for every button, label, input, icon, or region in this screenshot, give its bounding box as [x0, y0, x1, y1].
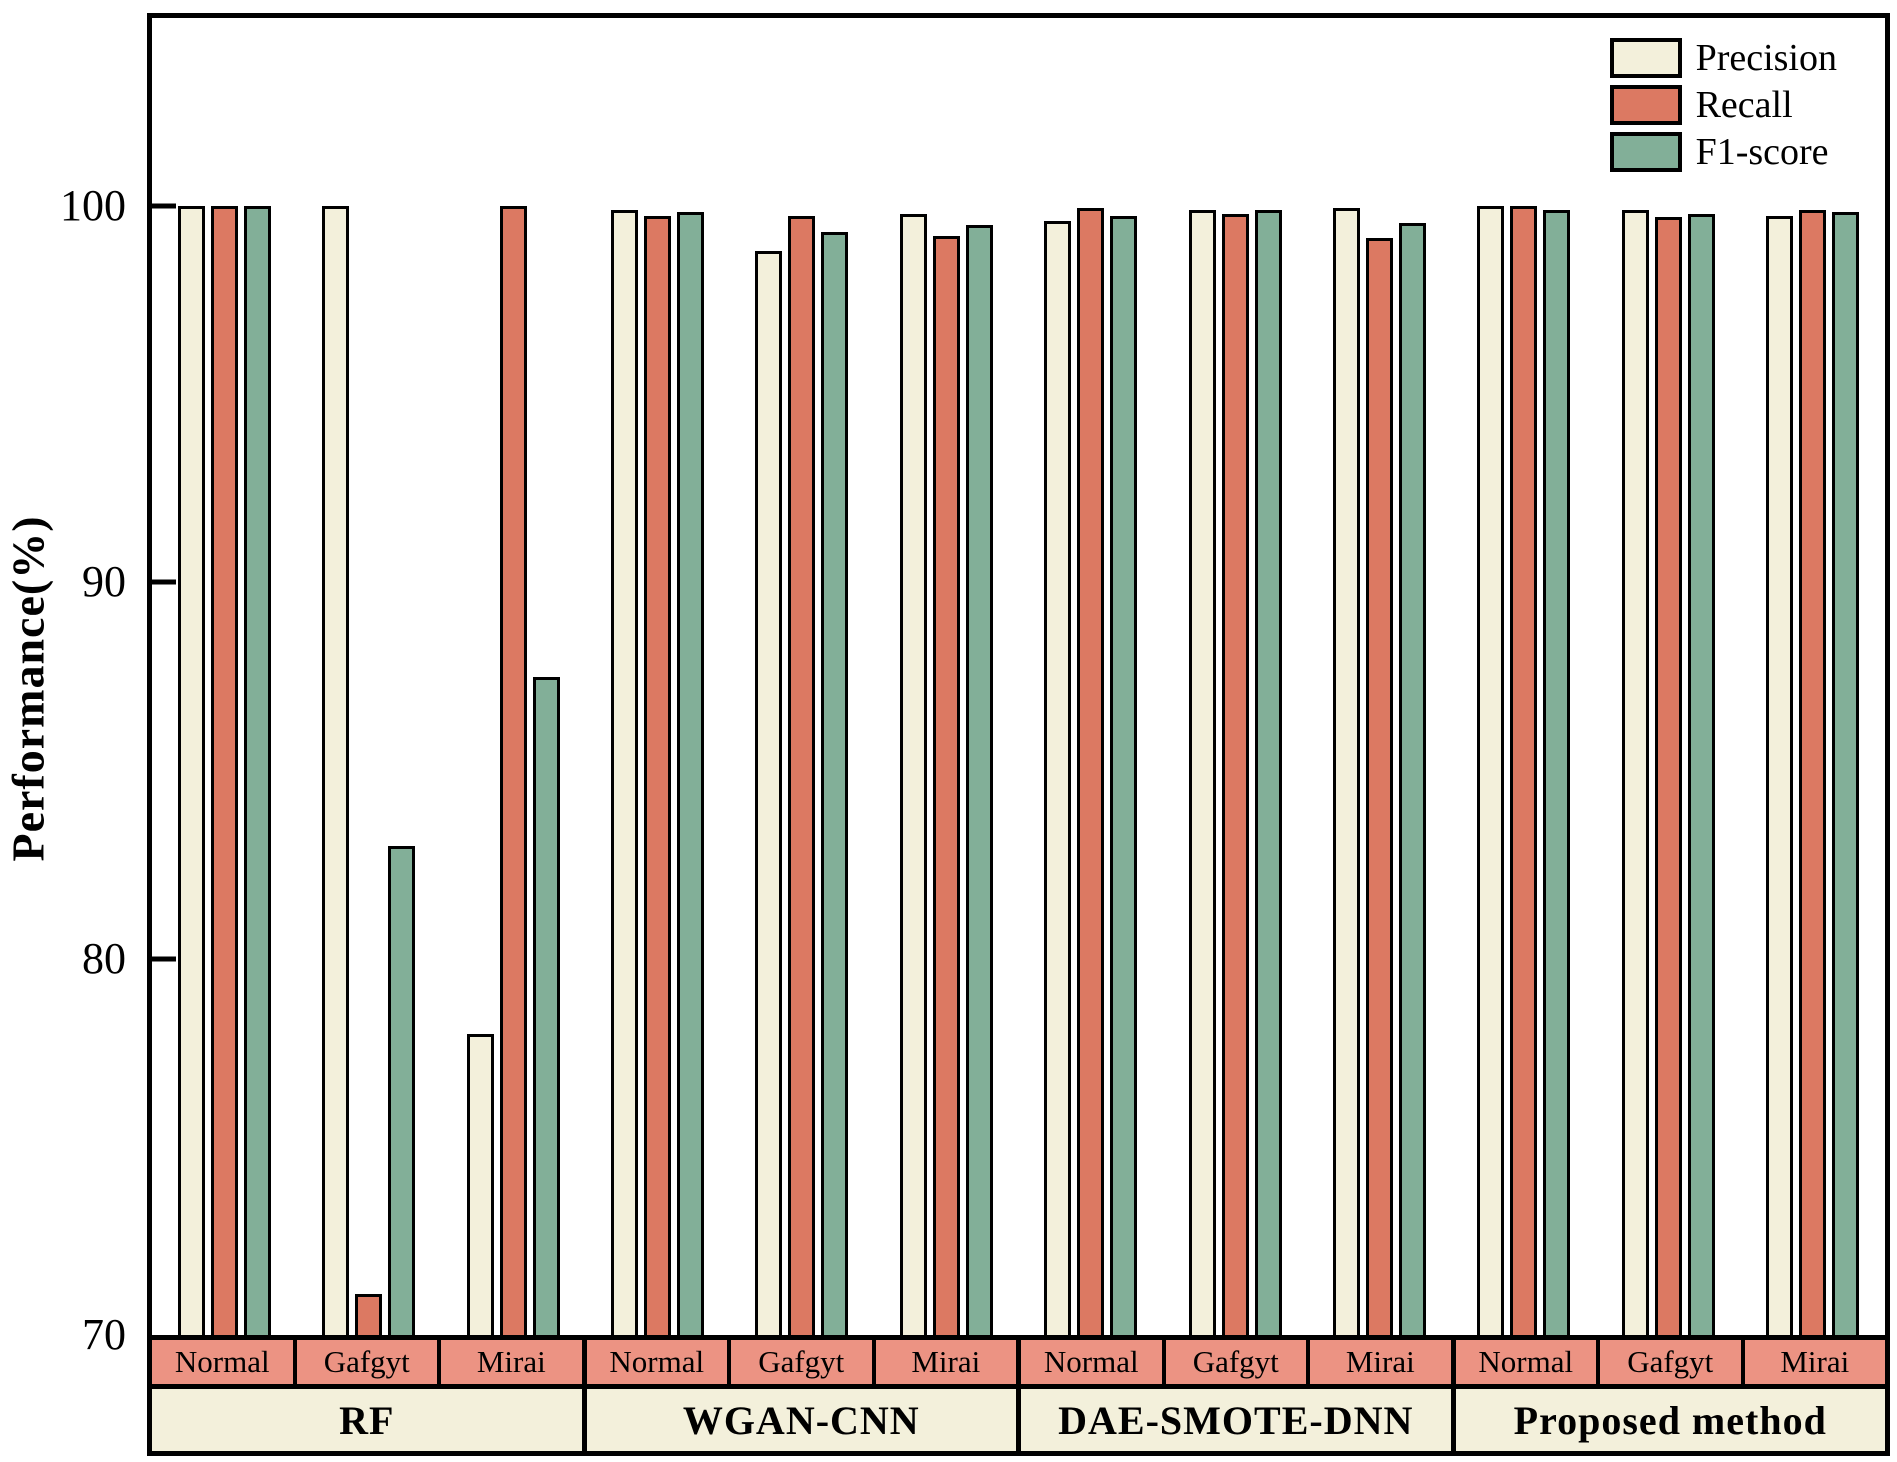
- bar-Proposed method-Gafgyt-Precision: [1621, 209, 1649, 1335]
- legend-label-Precision: Precision: [1695, 37, 1837, 79]
- group-label-RF: RF: [152, 1389, 587, 1451]
- bar-DAE-SMOTE-DNN-Mirai-Precision: [1333, 208, 1361, 1335]
- legend-swatch-F1-score: [1609, 132, 1682, 172]
- category-label-Proposed method-Normal: Normal: [1455, 1340, 1600, 1384]
- bar-group-Proposed method: [1452, 18, 1885, 1335]
- cluster-Proposed method-Normal: [1452, 18, 1596, 1335]
- bar-WGAN-CNN-Gafgyt-F1-score: [821, 232, 849, 1335]
- cluster-DAE-SMOTE-DNN-Mirai: [1307, 18, 1451, 1335]
- category-label-DAE-SMOTE-DNN-Normal: Normal: [1021, 1340, 1166, 1384]
- cluster-WGAN-CNN-Mirai: [874, 18, 1018, 1335]
- category-label-Proposed method-Mirai: Mirai: [1744, 1340, 1885, 1384]
- bar-Proposed method-Normal-F1-score: [1543, 209, 1571, 1335]
- bar-WGAN-CNN-Normal-F1-score: [676, 211, 704, 1335]
- group-label-strip: RF WGAN-CNN DAE-SMOTE-DNN Proposed method: [152, 1389, 1885, 1451]
- category-label-RF-Normal: Normal: [152, 1340, 297, 1384]
- bar-DAE-SMOTE-DNN-Mirai-Recall: [1366, 238, 1394, 1335]
- bar-Proposed method-Mirai-F1-score: [1832, 211, 1860, 1335]
- bar-RF-Mirai-F1-score: [532, 676, 560, 1335]
- bar-RF-Normal-F1-score: [243, 206, 271, 1335]
- bar-WGAN-CNN-Gafgyt-Precision: [755, 251, 783, 1335]
- y-tick-label-80: 80: [82, 933, 126, 983]
- cluster-DAE-SMOTE-DNN-Normal: [1019, 18, 1163, 1335]
- bar-Proposed method-Normal-Recall: [1510, 206, 1538, 1335]
- category-label-WGAN-CNN-Gafgyt: Gafgyt: [731, 1340, 876, 1384]
- bar-group-DAE-SMOTE-DNN: [1019, 18, 1452, 1335]
- plot-frame: Precision Recall F1-score Normal Gafgyt Mira…: [147, 13, 1890, 1456]
- category-label-RF-Mirai: Mirai: [441, 1340, 582, 1384]
- category-label-Proposed method-Gafgyt: Gafgyt: [1600, 1340, 1745, 1384]
- bar-groups-container: [152, 18, 1885, 1335]
- legend-item-Recall: Recall: [1609, 84, 1837, 126]
- group-label-Proposed method: Proposed method: [1455, 1389, 1885, 1451]
- bar-Proposed method-Mirai-Precision: [1766, 215, 1794, 1335]
- category-label-DAE-SMOTE-DNN-Gafgyt: Gafgyt: [1165, 1340, 1310, 1384]
- bar-DAE-SMOTE-DNN-Normal-F1-score: [1110, 215, 1138, 1335]
- bar-RF-Gafgyt-Precision: [322, 206, 350, 1335]
- legend-item-F1-score: F1-score: [1609, 131, 1837, 173]
- category-cells-Proposed method: Normal Gafgyt Mirai: [1455, 1340, 1885, 1384]
- plot-area: Precision Recall F1-score: [152, 18, 1885, 1335]
- cluster-Proposed method-Mirai: [1741, 18, 1885, 1335]
- bar-RF-Gafgyt-F1-score: [388, 845, 416, 1335]
- bar-Proposed method-Normal-Precision: [1477, 206, 1505, 1335]
- bar-WGAN-CNN-Normal-Recall: [643, 215, 671, 1335]
- category-label-WGAN-CNN-Mirai: Mirai: [875, 1340, 1016, 1384]
- bar-RF-Normal-Recall: [210, 206, 238, 1335]
- bar-DAE-SMOTE-DNN-Normal-Recall: [1077, 208, 1105, 1335]
- y-tick-mark-100: [152, 203, 176, 209]
- category-strip: Normal Gafgyt Mirai Normal Gafgyt Mirai Normal…: [152, 1335, 1885, 1389]
- bar-DAE-SMOTE-DNN-Mirai-F1-score: [1399, 223, 1427, 1335]
- cluster-RF-Mirai: [441, 18, 585, 1335]
- bar-RF-Gafgyt-Recall: [355, 1293, 383, 1335]
- bar-WGAN-CNN-Mirai-Precision: [899, 213, 927, 1335]
- cluster-Proposed method-Gafgyt: [1596, 18, 1740, 1335]
- legend-swatch-Precision: [1609, 38, 1682, 78]
- y-tick-mark-90: [152, 579, 176, 585]
- cluster-DAE-SMOTE-DNN-Gafgyt: [1163, 18, 1307, 1335]
- bar-DAE-SMOTE-DNN-Gafgyt-Recall: [1221, 213, 1249, 1335]
- bar-Proposed method-Mirai-Recall: [1799, 209, 1827, 1335]
- group-label-DAE-SMOTE-DNN: DAE-SMOTE-DNN: [1021, 1389, 1456, 1451]
- y-axis-tick-labels: 70 80 90 100: [0, 18, 132, 1357]
- category-label-RF-Gafgyt: Gafgyt: [296, 1340, 441, 1384]
- bar-Proposed method-Gafgyt-Recall: [1654, 217, 1682, 1335]
- bar-RF-Mirai-Precision: [466, 1033, 494, 1335]
- cluster-WGAN-CNN-Normal: [585, 18, 729, 1335]
- bar-group-WGAN-CNN: [585, 18, 1018, 1335]
- category-label-DAE-SMOTE-DNN-Mirai: Mirai: [1310, 1340, 1451, 1384]
- bar-DAE-SMOTE-DNN-Gafgyt-Precision: [1188, 209, 1216, 1335]
- y-tick-label-70: 70: [82, 1310, 126, 1359]
- bar-WGAN-CNN-Mirai-Recall: [932, 236, 960, 1335]
- legend-item-Precision: Precision: [1609, 37, 1837, 79]
- category-cells-WGAN-CNN: Normal Gafgyt Mirai: [586, 1340, 1021, 1384]
- cluster-RF-Gafgyt: [296, 18, 440, 1335]
- bar-RF-Normal-Precision: [177, 206, 205, 1335]
- group-label-WGAN-CNN: WGAN-CNN: [586, 1389, 1021, 1451]
- y-tick-label-100: 100: [60, 181, 126, 231]
- bar-WGAN-CNN-Normal-Precision: [610, 209, 638, 1335]
- bar-WGAN-CNN-Gafgyt-Recall: [788, 215, 816, 1335]
- category-cells-DAE-SMOTE-DNN: Normal Gafgyt Mirai: [1021, 1340, 1456, 1384]
- y-tick-label-90: 90: [82, 557, 126, 607]
- bar-WGAN-CNN-Mirai-F1-score: [965, 224, 993, 1335]
- legend-swatch-Recall: [1609, 85, 1682, 125]
- category-cells-RF: Normal Gafgyt Mirai: [152, 1340, 587, 1384]
- bar-RF-Mirai-Recall: [499, 206, 527, 1335]
- legend-label-F1-score: F1-score: [1695, 131, 1829, 173]
- bar-group-RF: [152, 18, 585, 1335]
- cluster-RF-Normal: [152, 18, 296, 1335]
- legend: Precision Recall F1-score: [1609, 37, 1837, 173]
- bar-DAE-SMOTE-DNN-Normal-Precision: [1044, 221, 1072, 1335]
- legend-label-Recall: Recall: [1695, 84, 1793, 126]
- bar-DAE-SMOTE-DNN-Gafgyt-F1-score: [1254, 209, 1282, 1335]
- y-tick-mark-80: [152, 956, 176, 962]
- category-label-WGAN-CNN-Normal: Normal: [586, 1340, 731, 1384]
- bar-Proposed method-Gafgyt-F1-score: [1687, 213, 1715, 1335]
- cluster-WGAN-CNN-Gafgyt: [730, 18, 874, 1335]
